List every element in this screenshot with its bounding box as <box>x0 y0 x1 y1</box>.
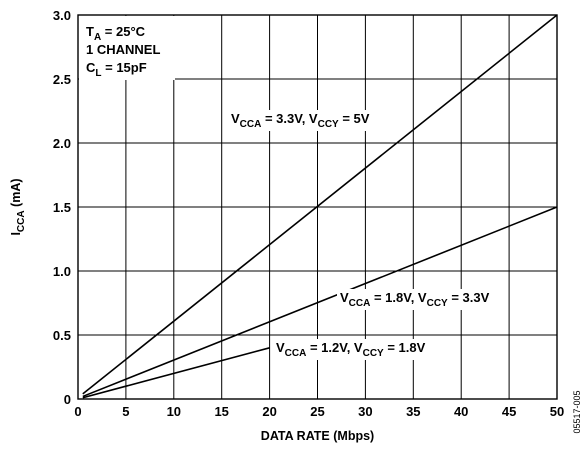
series-label-1-part: CCA <box>240 119 262 130</box>
condition-rest: = 15pF <box>102 60 147 75</box>
condition-line: TA = 25°C <box>86 24 146 43</box>
series-label-1-bg <box>228 110 373 131</box>
y-tick-label: 0.5 <box>53 328 71 343</box>
x-tick-label: 40 <box>454 404 468 419</box>
y-axis-title: ICCA (mA) <box>9 178 27 235</box>
condition-main: C <box>86 60 96 75</box>
series-label-3-part: = 1.8V <box>384 340 426 355</box>
series-label-1-part: CCY <box>318 119 339 130</box>
series-label-1-text: VCCA = 3.3V, VCCY = 5V <box>231 111 370 130</box>
series-label-2-bg <box>337 289 493 310</box>
series-label-3-text: VCCA = 1.2V, VCCY = 1.8V <box>276 340 426 359</box>
x-tick-label: 20 <box>262 404 276 419</box>
plot-frame <box>77 14 558 400</box>
series-label-2-part: V <box>340 290 349 305</box>
series-label-2-text: VCCA = 1.8V, VCCY = 3.3V <box>340 290 490 309</box>
y-axis-title-main: I <box>9 232 23 235</box>
y-tick-label: 1.5 <box>53 200 71 215</box>
condition-line: CL = 15pF <box>86 60 147 79</box>
x-tick-label: 35 <box>406 404 420 419</box>
series-line-2 <box>82 206 558 398</box>
x-tick-label: 30 <box>358 404 372 419</box>
conditions-box-bg <box>79 16 175 80</box>
x-tick-label: 10 <box>167 404 181 419</box>
figure-id: 05517-005 <box>572 390 582 433</box>
series-label-2-part: CCY <box>427 298 448 309</box>
series-label-1-part: = 5V <box>339 111 370 126</box>
condition-sub: A <box>94 32 101 43</box>
x-tick-label: 25 <box>310 404 324 419</box>
condition-rest: = 25°C <box>101 24 145 39</box>
y-axis-title-rest: (mA) <box>9 178 23 210</box>
x-tick-label: 15 <box>214 404 228 419</box>
condition-main: T <box>86 24 94 39</box>
series-label-2: VCCA = 1.8V, VCCY = 3.3V <box>337 289 493 310</box>
y-tick-labels: 0 0.5 1.0 1.5 2.0 2.5 3.0 <box>53 8 71 407</box>
x-tick-label: 45 <box>502 404 516 419</box>
condition-line: 1 CHANNEL <box>86 42 160 57</box>
y-tick-label: 2.5 <box>53 72 71 87</box>
series-label-2-part: = 3.3V <box>448 290 490 305</box>
x-tick-label: 5 <box>122 404 129 419</box>
y-tick-label: 0 <box>64 392 71 407</box>
condition-sub: L <box>95 68 101 79</box>
series-lines <box>82 14 558 399</box>
series-label-1: VCCA = 3.3V, VCCY = 5V <box>228 110 373 131</box>
series-label-3-part: CCA <box>285 348 307 359</box>
series-label-2-part: CCA <box>349 298 371 309</box>
x-tick-labels: 0 5 10 15 20 25 30 35 40 45 50 <box>74 404 564 419</box>
series-label-1-part: = 3.3V, V <box>261 111 318 126</box>
series-label-3-part: V <box>276 340 285 355</box>
series-label-3-part: = 1.2V, V <box>306 340 363 355</box>
x-tick-label: 0 <box>74 404 81 419</box>
series-label-3-bg <box>273 339 429 360</box>
series-label-1-part: V <box>231 111 240 126</box>
series-label-2-part: = 1.8V, V <box>370 290 427 305</box>
y-tick-label: 3.0 <box>53 8 71 23</box>
series-line-1 <box>82 14 558 395</box>
condition-main: 1 CHANNEL <box>86 42 160 57</box>
x-tick-label: 50 <box>550 404 564 419</box>
x-axis-title: DATA RATE (Mbps) <box>261 429 374 443</box>
y-axis-title-sub: CCA <box>16 210 27 232</box>
y-tick-label: 2.0 <box>53 136 71 151</box>
series-label-3: VCCA = 1.2V, VCCY = 1.8V <box>273 339 429 360</box>
series-label-3-part: CCY <box>363 348 384 359</box>
series-line-3 <box>82 347 270 399</box>
y-tick-label: 1.0 <box>53 264 71 279</box>
